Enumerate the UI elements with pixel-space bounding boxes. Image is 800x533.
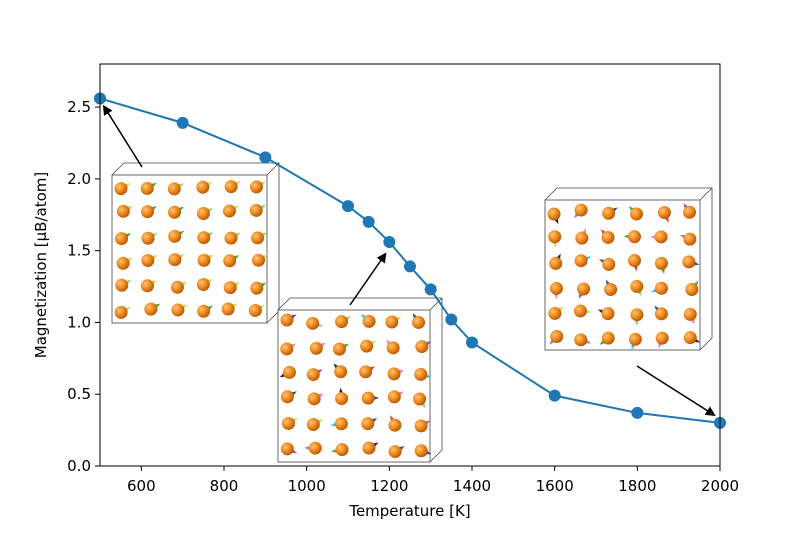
annotation-arrows — [102, 104, 716, 417]
y-axis-ticks: 0.0 0.5 1.0 1.5 2.0 2.5 — [67, 98, 100, 475]
x-tick-label: 2000 — [701, 477, 739, 495]
y-tick-label: 1.0 — [67, 313, 91, 331]
data-point — [176, 116, 189, 129]
data-point — [424, 283, 437, 296]
inset-spin-configuration-ordered — [111, 162, 280, 324]
y-tick-label: 0.5 — [67, 385, 91, 403]
x-tick-label: 1400 — [453, 477, 491, 495]
annotation-arrow — [636, 365, 716, 417]
x-tick-label: 600 — [127, 477, 156, 495]
data-point — [445, 313, 458, 326]
y-axis-label: Magnetization [μB/atom] — [32, 172, 50, 358]
series-layer — [94, 92, 726, 429]
inset-images — [111, 162, 713, 463]
y-tick-label: 1.5 — [67, 242, 91, 260]
x-tick-label: 1200 — [370, 477, 408, 495]
x-axis-label: Temperature [K] — [348, 502, 470, 520]
x-axis-ticks: 600 800 1000 1200 1400 1600 1800 2000 — [127, 466, 739, 495]
y-tick-label: 2.0 — [67, 170, 91, 188]
data-point — [342, 200, 354, 213]
data-point — [383, 236, 396, 249]
data-point — [466, 336, 478, 349]
x-tick-label: 1800 — [618, 477, 656, 495]
y-tick-label: 2.5 — [67, 98, 91, 116]
annotation-arrow — [349, 252, 387, 306]
x-tick-label: 1000 — [288, 477, 326, 495]
data-point — [631, 406, 644, 419]
data-point — [548, 389, 561, 402]
y-tick-label: 0.0 — [67, 457, 91, 475]
axes-frame — [99, 63, 721, 467]
x-tick-label: 1600 — [536, 477, 574, 495]
data-point — [404, 260, 416, 273]
inset-spin-configuration-partially-disordered — [277, 297, 443, 463]
x-tick-label: 800 — [210, 477, 239, 495]
inset-spin-configuration-disordered — [544, 187, 713, 351]
data-point — [362, 215, 375, 228]
data-point — [259, 151, 272, 164]
annotation-arrow — [102, 104, 143, 168]
